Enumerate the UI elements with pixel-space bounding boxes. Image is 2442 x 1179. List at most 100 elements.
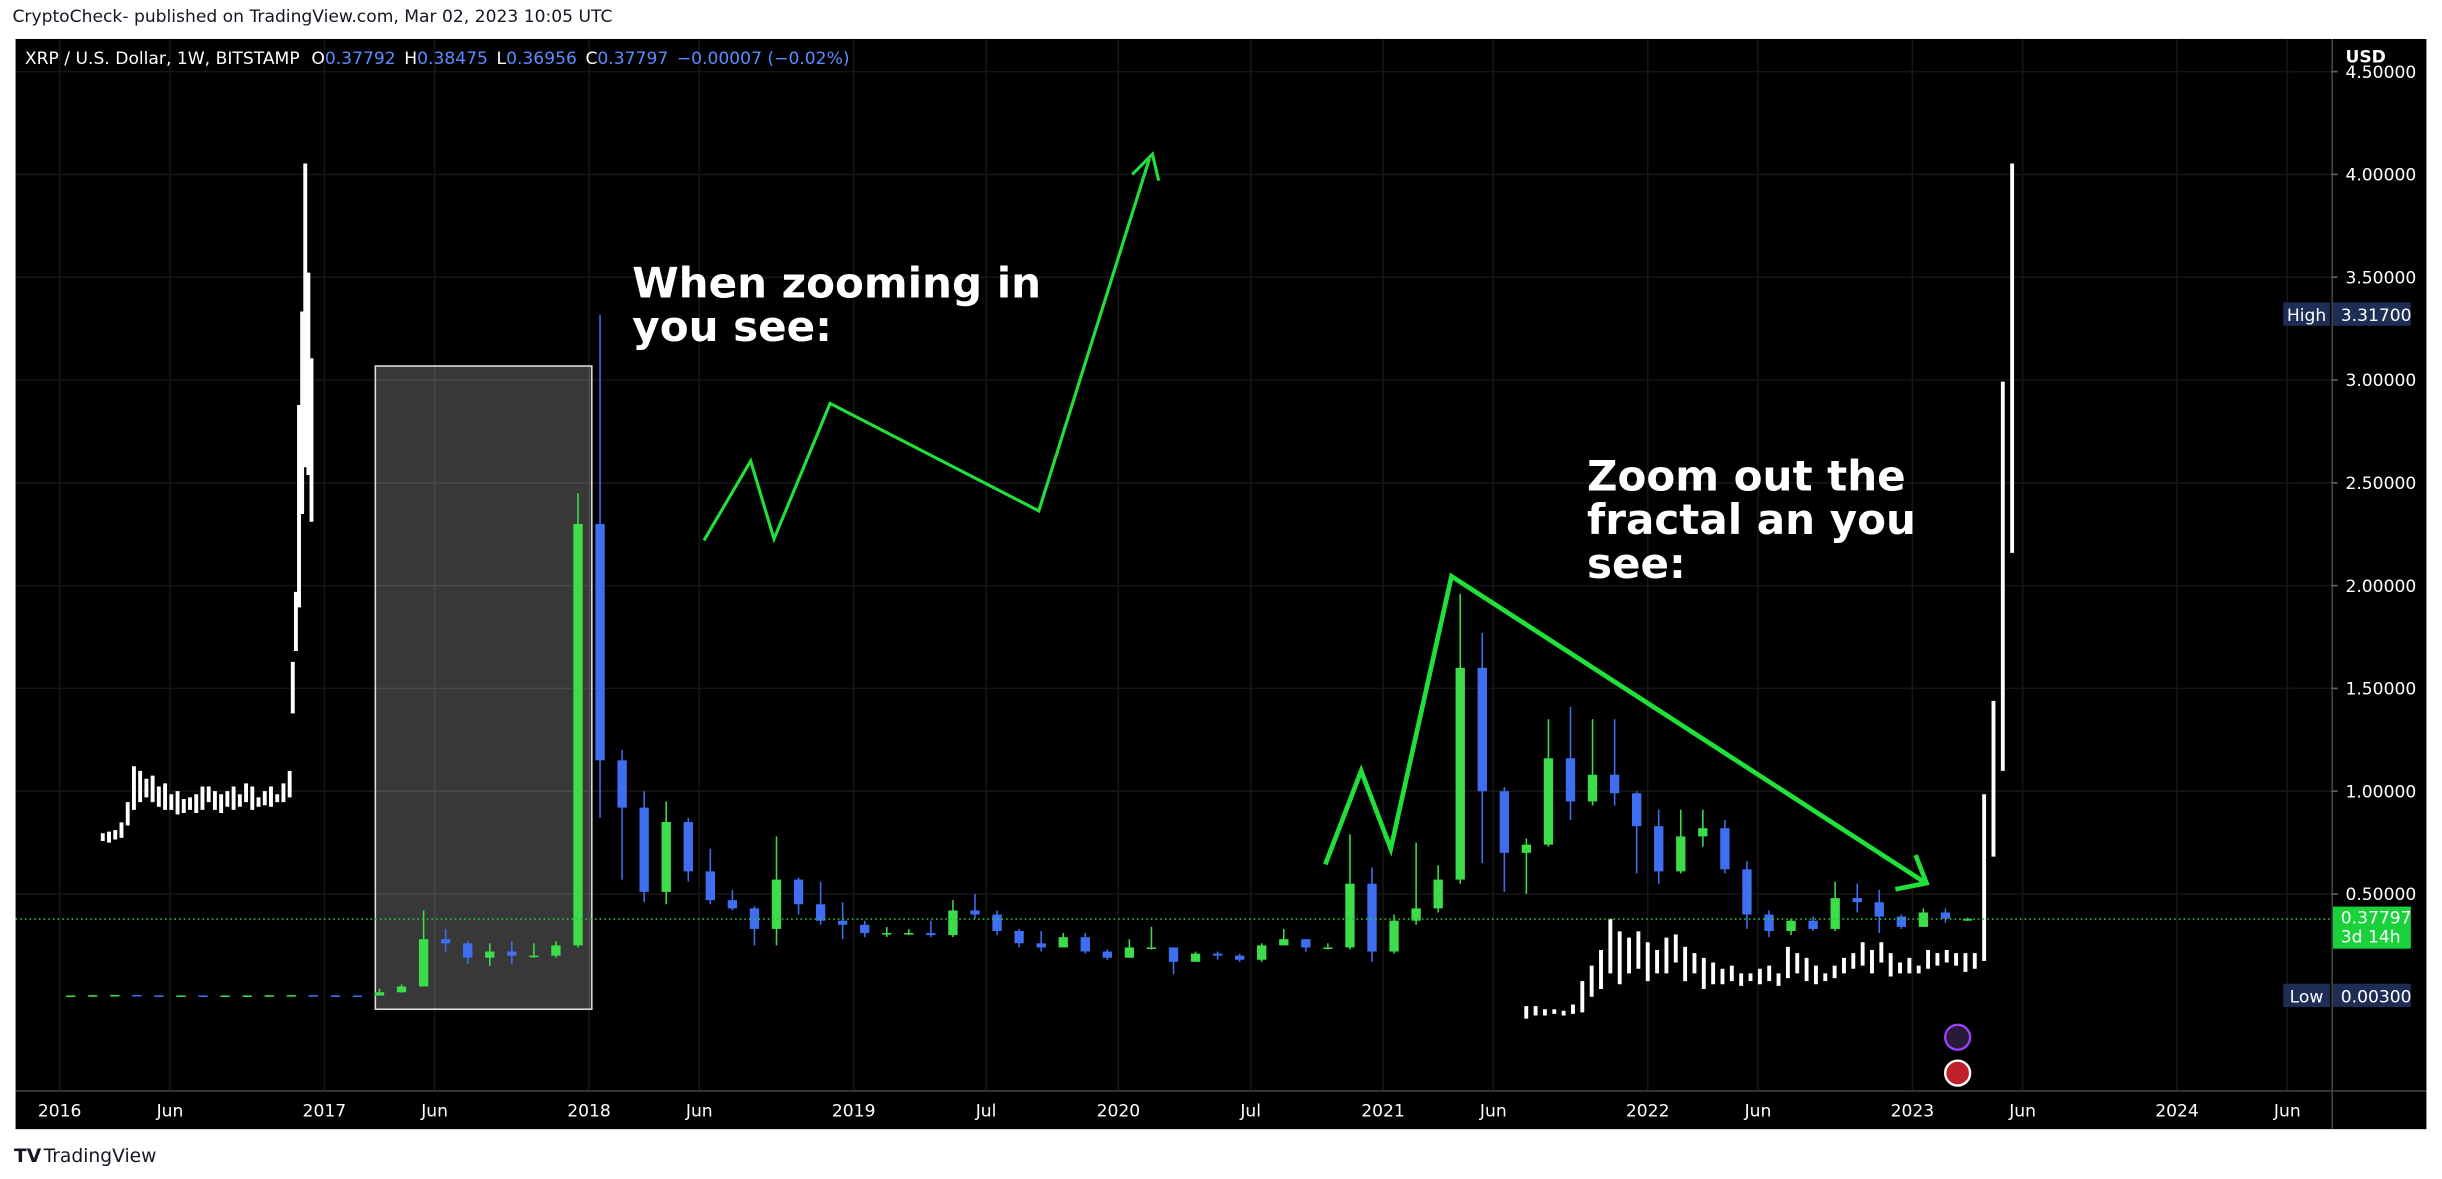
candle-body: [771, 879, 782, 929]
axes: 0.50000 1.00000 1.50000 2.00000 2.50000 3.000…: [15, 63, 2416, 1122]
candle-body: [992, 914, 1002, 931]
candle-body: [1676, 836, 1686, 872]
candle-body: [1565, 758, 1576, 802]
candle-body: [1190, 953, 1201, 962]
candle-body: [286, 995, 296, 997]
candle-body: [1587, 774, 1598, 802]
countdown-label: 3d 14h: [2341, 927, 2401, 947]
annotation: When zooming in you see:: [632, 258, 1055, 351]
candle-body: [970, 910, 980, 915]
candle-body: [330, 995, 341, 997]
candle-body: [374, 992, 385, 996]
x-tick-label: Jun: [1744, 1102, 1772, 1122]
candle-body: [1411, 908, 1421, 921]
candle-body: [1698, 828, 1708, 837]
ohlc-key: H: [404, 49, 417, 69]
change: −0.00007 (−0.02%): [677, 49, 850, 69]
candle-body: [1279, 939, 1289, 946]
y-tick-label: 2.50000: [2345, 474, 2416, 494]
current-price-tag: [2332, 906, 2411, 949]
candle-body: [66, 995, 76, 998]
candle-body: [1609, 774, 1620, 794]
x-tick-label: 2016: [38, 1102, 82, 1122]
candle-body: [1257, 945, 1267, 960]
candle-body: [1036, 943, 1046, 948]
candle-body: [1786, 920, 1796, 931]
x-tick-label: 2023: [1891, 1102, 1935, 1122]
y-tick-label: 4.50000: [2345, 63, 2416, 83]
price-tag-box: [2332, 302, 2411, 326]
drawing-arrowhead: [1131, 151, 1161, 182]
candle-body: [1146, 947, 1157, 949]
candle-body: [1918, 912, 1929, 927]
candle-body: [1323, 947, 1333, 949]
candle-body: [418, 939, 429, 987]
annotation-line: see:: [1587, 539, 1686, 588]
candle-body: [264, 995, 274, 997]
price-tag-label: 3.31700: [2341, 306, 2412, 326]
candle-body: [1499, 791, 1510, 853]
candle-body: [683, 822, 693, 872]
candle-body: [1896, 916, 1907, 927]
price-tag-name: High: [2287, 306, 2326, 326]
event-icon[interactable]: [1944, 1023, 1972, 1051]
x-tick-label: Jul: [1239, 1102, 1261, 1122]
chart-bg: [15, 38, 2427, 1130]
ohlc-value: 0.36956: [506, 49, 577, 69]
x-tick-label: Jun: [156, 1102, 184, 1122]
candle-body: [926, 933, 936, 936]
drawing-zigzag: [1323, 572, 1925, 884]
x-tick-label: Jun: [2273, 1102, 2301, 1122]
candle-body: [110, 994, 120, 997]
candle-body: [1102, 951, 1113, 958]
drawing-zigzag: [702, 158, 1151, 544]
candle-body: [1389, 920, 1399, 952]
candle-body: [132, 994, 142, 997]
candle-body: [1654, 826, 1664, 872]
candle-body: [88, 995, 98, 997]
candle-body: [837, 920, 848, 925]
drawing-arrowhead: [1894, 854, 1930, 892]
y-axis-label: USD: [2345, 47, 2385, 67]
x-tick-label: 2019: [832, 1102, 876, 1122]
candle-body: [1367, 883, 1377, 952]
candle-body: [220, 995, 230, 998]
candle-body: [352, 995, 363, 998]
candle-body: [507, 951, 517, 956]
candle-body: [705, 871, 716, 901]
candle-body: [1874, 902, 1884, 917]
candle-body: [1830, 898, 1840, 929]
candle-body: [198, 995, 208, 997]
candle-body: [1058, 937, 1068, 948]
x-tick-label: 2017: [303, 1102, 347, 1122]
candle-body: [1808, 920, 1818, 929]
annotation: Zoom out the fractal an you see:: [1587, 452, 1931, 588]
x-tick-label: 2018: [567, 1102, 611, 1122]
candle-body: [1234, 955, 1245, 960]
candle-body: [396, 986, 407, 993]
y-tick-label: 1.50000: [2345, 680, 2416, 700]
candle-body: [1212, 953, 1223, 956]
price-tag-label: 0.00300: [2341, 987, 2412, 1007]
candle-body: [1742, 869, 1752, 915]
candle-body: [1940, 912, 1951, 919]
candle-body: [793, 879, 804, 905]
x-tick-label: 2024: [2155, 1102, 2199, 1122]
candle-body: [1764, 914, 1774, 931]
annotation-line: you see:: [632, 302, 832, 351]
candle-body: [176, 995, 186, 997]
y-tick-label: 2.00000: [2345, 577, 2416, 597]
y-tick-label: 1.00000: [2345, 782, 2416, 802]
footer-logo: TV: [14, 1146, 42, 1167]
candle-body: [1433, 879, 1443, 909]
annotation-line: Zoom out the: [1587, 452, 1906, 501]
event-icon[interactable]: [1944, 1059, 1972, 1087]
footer-brand: TradingView: [43, 1146, 157, 1167]
candle-body: [1168, 947, 1179, 962]
publish-header: CryptoCheck- published on TradingView.co…: [12, 7, 612, 27]
candle-body: [485, 951, 495, 958]
y-tick-label: 3.50000: [2345, 268, 2416, 288]
ohlc-key: O: [311, 49, 324, 69]
candle-body: [1852, 898, 1862, 903]
